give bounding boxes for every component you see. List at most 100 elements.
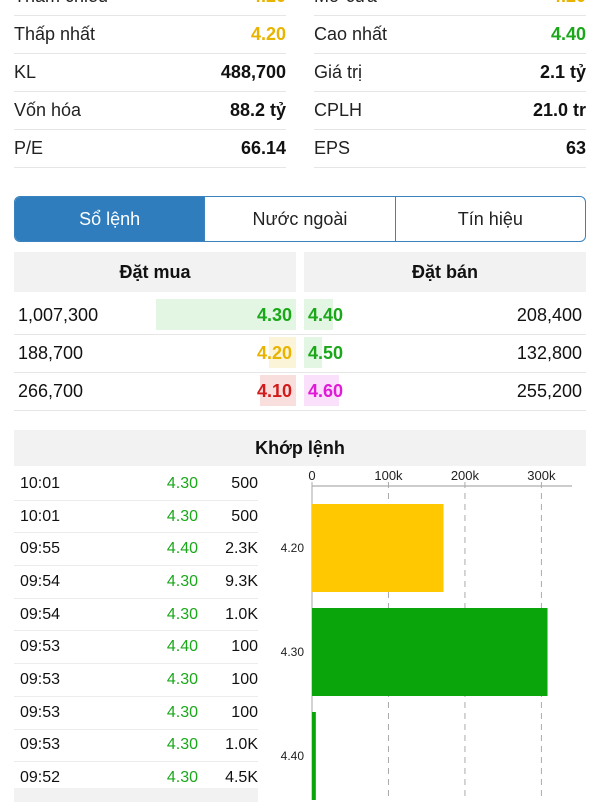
- stat-cell: Mở cửa 4.20: [314, 0, 586, 16]
- trade-list-footer: [14, 788, 258, 802]
- buy-header: Đặt mua: [14, 252, 296, 292]
- stat-value: 4.20: [250, 24, 286, 44]
- bar: [312, 712, 316, 800]
- trade-time: 09:54: [20, 605, 61, 623]
- y-category-label: 4.20: [281, 541, 305, 555]
- sell-depth-bar: [304, 299, 333, 330]
- tab-signals[interactable]: Tín hiệu: [394, 197, 585, 241]
- stat-value: 88.2 tỷ: [229, 100, 286, 120]
- stat-cell: Thấp nhất 4.20: [14, 16, 286, 54]
- trade-time: 09:53: [20, 670, 61, 688]
- sell-price: 4.50: [308, 343, 344, 363]
- stat-row: Thấp nhất 4.20 Cao nhất 4.40: [14, 16, 586, 54]
- buy-volume: 188,700: [18, 343, 84, 363]
- stat-value: 66.14: [240, 138, 286, 158]
- stat-row: Tham chiếu 4.20 Mở cửa 4.20: [14, 0, 586, 16]
- y-category-label: 4.30: [281, 645, 305, 659]
- tab-foreign[interactable]: Nước ngoài: [204, 197, 394, 241]
- stat-cell: KL 488,700: [14, 54, 286, 92]
- stat-label: Giá trị: [314, 62, 363, 82]
- sell-header: Đặt bán: [304, 252, 586, 292]
- x-tick-label: 300k: [527, 468, 556, 483]
- volume-by-price-chart: 0 100k 200k 300k 4.20 4.30 4.40: [281, 468, 572, 800]
- x-tick-label: 100k: [374, 468, 403, 483]
- trade-price: 4.30: [166, 507, 198, 525]
- trade-volume: 2.3K: [225, 540, 258, 558]
- stat-cell: Vốn hóa 88.2 tỷ: [14, 92, 286, 130]
- trade-volume: 100: [231, 703, 258, 721]
- stat-label: CPLH: [314, 100, 363, 120]
- stat-value: 4.20: [251, 0, 286, 7]
- stat-cell: Tham chiếu 4.20: [14, 0, 286, 16]
- trade-volume: 9.3K: [225, 572, 258, 590]
- x-tick-label: 0: [308, 468, 315, 483]
- order-book-row[interactable]: 1,007,300 4.30 4.40 208,400: [14, 296, 586, 335]
- trade-time: 09:53: [20, 736, 61, 754]
- stat-label: Mở cửa: [314, 0, 377, 7]
- tab-order-book[interactable]: Sổ lệnh: [15, 197, 205, 241]
- order-book-row[interactable]: 188,700 4.20 4.50 132,800: [14, 334, 586, 373]
- sell-volume: 132,800: [516, 343, 582, 363]
- trade-time: 09:54: [20, 572, 61, 590]
- trade-row: 09:53 4.40 100: [14, 631, 258, 665]
- stats-grid: Tham chiếu 4.20 Mở cửa 4.20 Thấp nhất 4.…: [14, 0, 586, 168]
- buy-price: 4.20: [256, 343, 292, 363]
- trade-time: 09:53: [20, 703, 61, 721]
- trade-time: 09:53: [20, 638, 61, 656]
- trade-time: 10:01: [20, 507, 61, 525]
- sell-volume: 255,200: [516, 381, 582, 401]
- sell-price: 4.60: [308, 381, 344, 401]
- stat-value: 488,700: [220, 62, 286, 82]
- stat-value: 2.1 tỷ: [539, 62, 586, 82]
- trade-volume: 100: [231, 638, 258, 656]
- trade-list[interactable]: 10:01 4.30 500 10:01 4.30 500 09:55 4.40 2…: [14, 468, 258, 795]
- trade-row: 09:54 4.30 9.3K: [14, 566, 258, 599]
- trade-row: 10:01 4.30 500: [14, 501, 258, 534]
- stat-label: Vốn hóa: [14, 100, 82, 120]
- trade-row: 09:55 4.40 2.3K: [14, 533, 258, 567]
- buy-volume: 1,007,300: [18, 305, 99, 325]
- stat-row: P/E 66.14 EPS 63: [14, 130, 586, 168]
- trade-row: 09:54 4.30 1.0K: [14, 599, 258, 632]
- trade-row: 09:53 4.30 1.0K: [14, 730, 258, 763]
- trade-volume: 500: [231, 507, 258, 525]
- stat-value: 21.0 tr: [532, 100, 586, 120]
- stat-row: KL 488,700 Giá trị 2.1 tỷ: [14, 54, 586, 92]
- y-category-label: 4.40: [281, 749, 305, 763]
- trade-price: 4.40: [166, 540, 198, 558]
- sell-volume: 208,400: [516, 305, 582, 325]
- matched-header: Khớp lệnh: [14, 430, 586, 466]
- stat-label: Cao nhất: [314, 24, 388, 44]
- stat-cell: EPS 63: [314, 130, 586, 168]
- trade-volume: 4.5K: [225, 769, 258, 787]
- buy-volume: 266,700: [18, 381, 84, 401]
- trade-row: 09:53 4.30 100: [14, 664, 258, 697]
- sell-price: 4.40: [308, 305, 344, 325]
- bar: [312, 504, 444, 592]
- trade-price: 4.30: [166, 474, 198, 492]
- order-book-row[interactable]: 266,700 4.10 4.60 255,200: [14, 372, 586, 411]
- sell-depth-bar: [304, 375, 339, 406]
- trade-volume: 1.0K: [225, 605, 258, 623]
- bar: [312, 608, 548, 696]
- stat-label: Tham chiếu: [14, 0, 108, 7]
- buy-depth-bar: [156, 299, 296, 330]
- trade-price: 4.30: [166, 703, 198, 721]
- stat-cell: P/E 66.14: [14, 130, 286, 168]
- trade-price: 4.30: [166, 769, 198, 787]
- stat-cell: CPLH 21.0 tr: [314, 92, 586, 130]
- stat-cell: Cao nhất 4.40: [314, 16, 586, 54]
- stat-row: Vốn hóa 88.2 tỷ CPLH 21.0 tr: [14, 92, 586, 130]
- trade-time: 09:52: [20, 769, 61, 787]
- trade-volume: 1.0K: [225, 736, 258, 754]
- buy-price: 4.10: [256, 381, 292, 401]
- trade-price: 4.40: [166, 638, 198, 656]
- trade-volume: 100: [231, 670, 258, 688]
- stat-value: 4.40: [550, 24, 586, 44]
- stat-cell: Giá trị 2.1 tỷ: [314, 54, 586, 92]
- trade-price: 4.30: [166, 670, 198, 688]
- stat-label: P/E: [14, 138, 44, 158]
- trade-price: 4.30: [166, 736, 198, 754]
- stat-label: KL: [14, 62, 37, 82]
